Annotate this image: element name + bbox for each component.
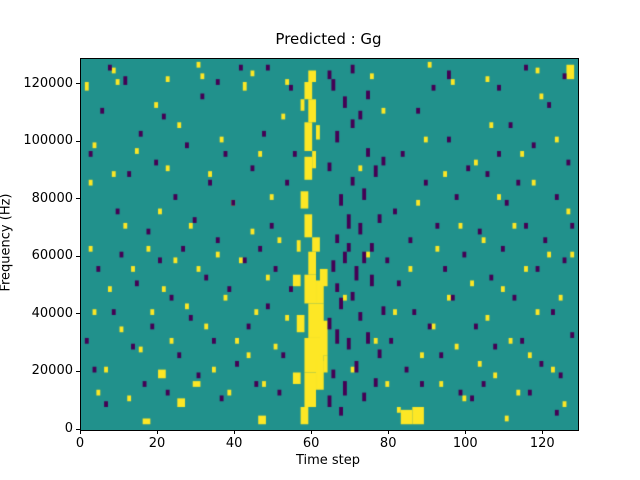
chart-title: Predicted : Gg — [275, 30, 382, 48]
x-tick-mark — [233, 430, 235, 434]
y-tick-label: 100000 — [23, 133, 73, 149]
y-tick-mark — [76, 140, 80, 142]
x-tick-mark — [156, 430, 158, 434]
x-tick-mark — [387, 430, 389, 434]
y-axis-label: Frequency (Hz) — [0, 193, 14, 292]
x-tick-mark — [310, 430, 312, 434]
y-tick-label: 20000 — [31, 363, 73, 379]
y-tick-label: 0 — [64, 421, 73, 436]
y-tick-mark — [76, 83, 80, 85]
plot-area — [80, 58, 579, 431]
x-tick-label: 40 — [225, 436, 243, 451]
x-axis-label: Time step — [295, 453, 361, 468]
x-tick-label: 120 — [529, 436, 555, 451]
x-tick-label: 20 — [148, 436, 166, 451]
x-tick-label: 0 — [75, 436, 85, 451]
x-tick-mark — [79, 430, 81, 434]
y-tick-mark — [76, 313, 80, 315]
heatmap-canvas — [81, 59, 578, 430]
x-tick-mark — [541, 430, 543, 434]
x-tick-mark — [464, 430, 466, 434]
x-tick-label: 100 — [452, 436, 478, 451]
x-tick-label: 60 — [302, 436, 320, 451]
y-tick-label: 120000 — [23, 75, 73, 91]
x-tick-label: 80 — [379, 436, 397, 451]
y-tick-mark — [76, 428, 80, 430]
y-tick-mark — [76, 198, 80, 200]
y-tick-label: 40000 — [31, 305, 73, 321]
y-tick-mark — [76, 370, 80, 372]
y-tick-label: 60000 — [31, 248, 73, 264]
y-tick-label: 80000 — [31, 190, 73, 206]
y-tick-mark — [76, 255, 80, 257]
